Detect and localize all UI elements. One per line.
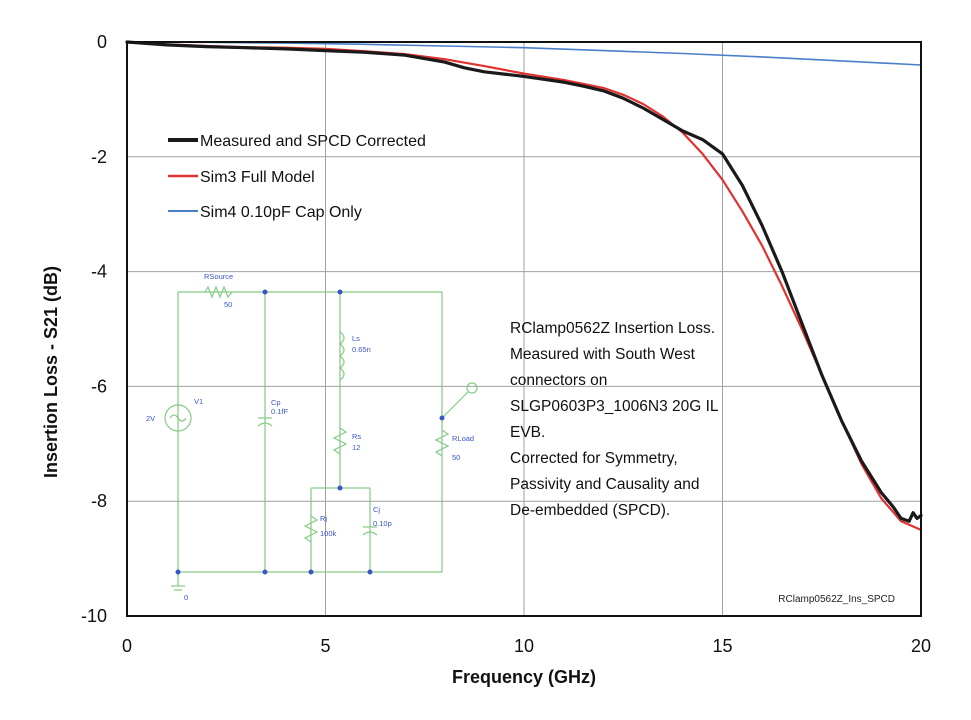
x-tick-label-3: 15 — [712, 636, 732, 656]
y-axis-title: Insertion Loss - S21 (dB) — [41, 266, 61, 478]
y-tick-label-1: -2 — [91, 147, 107, 167]
x-axis-title: Frequency (GHz) — [452, 667, 596, 687]
annotation-line-1: RClamp0562Z Insertion Loss. — [510, 320, 715, 337]
rs-label: Rs — [352, 432, 361, 441]
annotation-line-3: connectors on — [510, 372, 607, 389]
x-tick-label-1: 5 — [320, 636, 330, 656]
y-tick-label-5: -10 — [81, 606, 107, 626]
legend-label-sim4: Sim4 0.10pF Cap Only — [200, 204, 362, 221]
legend: Measured and SPCD Corrected Sim3 Full Mo… — [168, 133, 426, 221]
vsource-value: 2V — [146, 414, 155, 423]
x-tick-label-4: 20 — [911, 636, 931, 656]
annotation-line-7: Passivity and Causality and — [510, 476, 700, 493]
annotation-line-5: EVB. — [510, 424, 545, 441]
rsource-label: RSource — [204, 272, 233, 281]
legend-label-measured: Measured and SPCD Corrected — [200, 133, 426, 150]
cj-label: Cj — [373, 505, 380, 514]
rsource-value: 50 — [224, 300, 232, 309]
annotation-line-6: Corrected for Symmetry, — [510, 450, 678, 467]
annotation-text: RClamp0562Z Insertion Loss. Measured wit… — [510, 320, 719, 519]
rload-value: 50 — [452, 453, 460, 462]
y-tick-label-0: 0 — [97, 32, 107, 52]
ls-label: Ls — [352, 334, 360, 343]
rs-value: 12 — [352, 443, 360, 452]
legend-label-sim3: Sim3 Full Model — [200, 169, 315, 186]
annotation-line-4: SLGP0603P3_1006N3 20G IL — [510, 398, 719, 415]
ground-label: 0 — [184, 593, 188, 602]
tick-labels: 0 5 10 15 20 0 -2 -4 -6 -8 -10 — [81, 32, 931, 656]
annotation-line-8: De-embedded (SPCD). — [510, 502, 670, 519]
rj-label: Rj — [320, 514, 327, 523]
rj-value: 100k — [320, 529, 337, 538]
plot-border — [126, 41, 922, 617]
y-tick-label-3: -6 — [91, 376, 107, 396]
x-tick-label-2: 10 — [514, 636, 534, 656]
rload-label: RLoad — [452, 434, 474, 443]
ls-value: 0.65n — [352, 345, 371, 354]
y-tick-label-4: -8 — [91, 491, 107, 511]
cj-value: 0.10p — [373, 519, 392, 528]
cp-label: Cp — [271, 398, 281, 407]
schematic-labels: RSource 50 V1 2V Cp 0.1fF Ls 0.65n Rs 12… — [146, 272, 474, 602]
y-tick-label-2: -4 — [91, 262, 107, 282]
cp-value: 0.1fF — [271, 407, 289, 416]
schematic-nodes — [175, 289, 445, 575]
annotation-line-2: Measured with South West — [510, 346, 696, 363]
x-tick-label-0: 0 — [122, 636, 132, 656]
chart-watermark: RClamp0562Z_Ins_SPCD — [778, 594, 895, 605]
vsource-label: V1 — [194, 397, 203, 406]
series-line-0 — [125, 40, 923, 523]
